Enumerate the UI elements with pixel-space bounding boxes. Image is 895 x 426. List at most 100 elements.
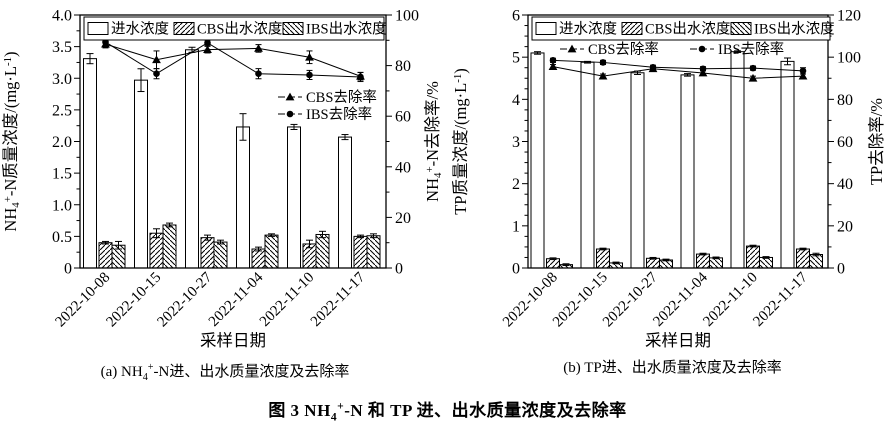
legend-swatch-进水浓度: [535, 22, 557, 35]
marker-CBS去除率: [305, 52, 314, 61]
bar-进水浓度-2022-11-10: [730, 51, 745, 269]
legend-label-IBS去除率: IBS去除率: [718, 41, 784, 58]
marker-IBS去除率: [599, 59, 607, 66]
legend-label-进水浓度: 进水浓度: [559, 21, 617, 38]
y-right-tick-label: 0: [837, 261, 845, 278]
bar-legend-box: [83, 16, 385, 41]
bar-进水浓度-2022-11-17: [338, 136, 352, 269]
marker-IBS去除率: [549, 57, 557, 64]
bar-进水浓度-2022-11-04: [236, 126, 250, 269]
bar-CBS出水浓度-2022-10-27: [646, 257, 660, 269]
caption-text: 图 3 NH: [268, 401, 331, 420]
marker-IBS去除率: [749, 64, 757, 72]
chart-background: [0, 0, 450, 356]
chart-a-container: 0 0.5 1.0 1.5 2.0 2.5 3.0 3.5 4.0 0 20 40 60 80 100 202…: [0, 0, 450, 387]
chart-b-container: 0 1 2 3 4 5 6 0 20 40 60 80 100 120 2022-10-08 2022-10-…: [450, 0, 895, 377]
y-left-tick-label: 2.5: [52, 102, 72, 119]
y-left-tick-label: 1: [512, 218, 520, 235]
marker-IBS去除率: [306, 71, 313, 79]
bar-legend-box: [531, 16, 831, 41]
bar-IBS出水浓度-2022-11-04: [264, 234, 279, 269]
legend-swatch-IBS出水浓度: [282, 22, 304, 35]
y-left-tick-label: 1.0: [52, 197, 72, 214]
line-CBS去除率: [105, 43, 361, 77]
legend-marker-IBS去除率: [286, 110, 294, 118]
bar-进水浓度-2022-11-04: [680, 74, 695, 269]
legend-label-CBS出水浓度: CBS出水浓度: [645, 21, 730, 38]
marker-CBS去除率: [748, 73, 758, 82]
bar-进水浓度-2022-10-27: [630, 72, 645, 269]
marker-CBS去除率: [698, 68, 708, 77]
bar-进水浓度-2022-10-15: [580, 61, 595, 269]
marker-IBS去除率: [357, 73, 364, 81]
bar-IBS出水浓度-2022-11-17: [366, 235, 381, 269]
y-right-tick-label: 60: [837, 134, 853, 151]
legend-label-进水浓度: 进水浓度: [111, 21, 169, 38]
bar-CBS出水浓度-2022-10-15: [596, 248, 610, 269]
caption-text: (a) NH: [100, 364, 143, 380]
figure-title: 图 3 NH4+-N 和 TP 进、出水质量浓度及去除率: [0, 396, 895, 423]
y-left-tick-label: 4.0: [52, 8, 72, 25]
marker-CBS去除率: [203, 45, 212, 54]
chart-background: [450, 0, 895, 356]
y-left-tick-label: 0: [64, 261, 72, 278]
marker-IBS去除率: [255, 70, 262, 77]
legend-label-IBS去除率: IBS去除率: [306, 106, 372, 123]
y-left-tick-label: 6: [512, 8, 520, 25]
legend-swatch-IBS出水浓度: [730, 22, 752, 35]
y-right-axis-title: TP去除率/%: [867, 98, 886, 185]
legend-marker-CBS去除率: [285, 92, 295, 101]
legend-label-IBS出水浓度: IBS出水浓度: [754, 21, 835, 38]
y-left-tick-label: 5: [512, 50, 520, 67]
bar-CBS出水浓度-2022-10-15: [149, 232, 164, 269]
chart-a-caption: (a) NH4+-N进、出水质量浓度及去除率: [0, 359, 450, 387]
line-CBS去除率: [552, 66, 804, 79]
y-left-tick-label: 4: [512, 92, 520, 109]
legend-swatch-进水浓度: [87, 22, 109, 35]
y-right-tick-label: 80: [395, 58, 411, 75]
bar-CBS出水浓度-2022-11-17: [353, 235, 368, 269]
y-left-tick-label: 1.5: [52, 166, 72, 183]
marker-CBS去除率: [254, 43, 263, 52]
marker-IBS去除率: [649, 63, 657, 71]
legend-label-CBS去除率: CBS去除率: [588, 41, 659, 58]
bar-IBS出水浓度-2022-11-10: [759, 256, 773, 269]
bar-CBS出水浓度-2022-11-17: [796, 248, 810, 269]
y-right-tick-label: 80: [837, 92, 853, 109]
y-right-tick-label: 100: [395, 8, 419, 25]
y-left-tick-label: 2.0: [52, 134, 72, 151]
legend-label-CBS去除率: CBS去除率: [306, 89, 377, 106]
legend-marker-IBS去除率: [698, 45, 706, 53]
marker-CBS去除率: [798, 71, 808, 80]
y-right-tick-label: 0: [395, 261, 403, 278]
x-axis-title: 采样日期: [200, 331, 266, 350]
legend-label-IBS出水浓度: IBS出水浓度: [306, 21, 387, 38]
legend-label-CBS出水浓度: CBS出水浓度: [197, 21, 282, 38]
bar-CBS出水浓度-2022-11-10: [746, 245, 760, 269]
bar-IBS出水浓度-2022-11-04: [709, 257, 723, 269]
caption-sup: +: [337, 399, 345, 413]
charts-row: 0 0.5 1.0 1.5 2.0 2.5 3.0 3.5 4.0 0 20 40 60 80 100 202…: [0, 0, 895, 387]
chart-b-caption: (b) TP进、出水质量浓度及去除率: [450, 359, 895, 377]
y-left-tick-label: 3: [512, 134, 520, 151]
caption-sub: 4: [142, 372, 148, 383]
caption-text: -N进、出水质量浓度及去除率: [153, 364, 350, 380]
line-IBS去除率: [105, 41, 361, 78]
y-left-tick-label: 0: [512, 261, 520, 278]
y-right-tick-label: 100: [837, 50, 861, 67]
legend-marker-CBS去除率: [567, 44, 577, 53]
tp-chart-svg: 01234560204060801001202022-10-082022-10-…: [450, 0, 895, 356]
marker-IBS去除率: [204, 39, 211, 47]
y-right-tick-label: 120: [837, 8, 861, 25]
bar-CBS出水浓度-2022-11-04: [696, 253, 710, 269]
y-right-axis-title: NH4​+​-N去除率/%: [423, 81, 444, 202]
bar-IBS出水浓度-2022-11-17: [809, 254, 823, 269]
y-right-tick-label: 20: [837, 218, 853, 235]
marker-CBS去除率: [598, 71, 608, 80]
bar-进水浓度-2022-11-17: [780, 60, 795, 269]
bar-进水浓度-2022-11-10: [287, 126, 301, 269]
x-axis-title: 采样日期: [645, 331, 711, 350]
caption-sup: +: [147, 362, 154, 373]
bar-CBS出水浓度-2022-10-08: [98, 242, 113, 269]
